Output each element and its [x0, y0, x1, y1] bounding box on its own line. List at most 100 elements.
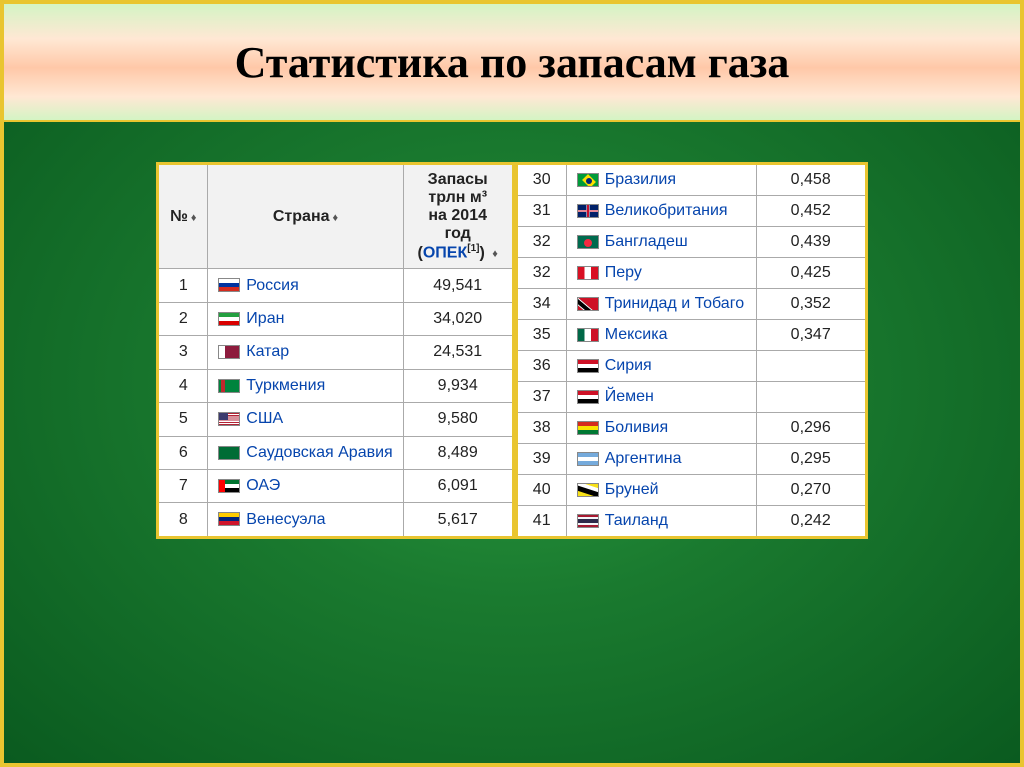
country-link[interactable]: Иран [246, 310, 284, 327]
country-cell: Бангладеш [566, 227, 756, 258]
flag-icon [577, 421, 599, 435]
country-link[interactable]: Тринидад и Тобаго [605, 295, 744, 312]
table-row: 40 Бруней 0,270 [516, 475, 866, 506]
flag-icon [577, 173, 599, 187]
col-reserves[interactable]: Запасы трлн м³ на 2014 год (ОПЕК[1]) ♦ [403, 164, 513, 269]
flag-icon [577, 483, 599, 497]
country-link[interactable]: Саудовская Аравия [246, 444, 392, 461]
country-link[interactable]: Перу [605, 264, 642, 281]
country-cell: Сирия [566, 351, 756, 382]
opek-link[interactable]: ОПЕК [423, 244, 467, 261]
country-cell: Йемен [566, 382, 756, 413]
table-row: 36 Сирия [516, 351, 866, 382]
country-cell: Туркмения [208, 369, 403, 402]
rank-cell: 2 [158, 302, 208, 335]
table-row: 31 Великобритания 0,452 [516, 196, 866, 227]
country-link[interactable]: Таиланд [605, 512, 668, 529]
sort-icon: ♦ [191, 212, 197, 224]
table-row: 4Туркмения9,934 [158, 369, 513, 402]
country-link[interactable]: США [246, 410, 283, 427]
col-country[interactable]: Страна♦ [208, 164, 403, 269]
value-cell: 49,541 [403, 269, 513, 302]
value-cell: 6,091 [403, 469, 513, 502]
rank-cell: 38 [516, 413, 566, 444]
rank-cell: 35 [516, 320, 566, 351]
flag-icon [218, 412, 240, 426]
country-link[interactable]: Россия [246, 277, 298, 294]
table-row: 8 Венесуэла 5,617 [158, 503, 513, 538]
flag-icon [218, 512, 240, 526]
flag-icon [218, 446, 240, 460]
flag-icon [218, 278, 240, 292]
rank-cell: 30 [516, 164, 566, 196]
table-row: 3 Катар 24,531 [158, 336, 513, 369]
country-link[interactable]: Катар [246, 343, 289, 360]
country-link[interactable]: Боливия [605, 419, 668, 436]
rank-cell: 40 [516, 475, 566, 506]
country-link[interactable]: Великобритания [605, 202, 728, 219]
flag-icon [218, 312, 240, 326]
value-cell [756, 382, 866, 413]
country-cell: Перу [566, 258, 756, 289]
table-row: 38 Боливия 0,296 [516, 413, 866, 444]
country-cell: Бруней [566, 475, 756, 506]
rank-cell: 36 [516, 351, 566, 382]
rank-cell: 7 [158, 469, 208, 502]
value-cell: 0,347 [756, 320, 866, 351]
value-cell: 8,489 [403, 436, 513, 469]
value-cell: 0,352 [756, 289, 866, 320]
country-link[interactable]: Венесуэла [246, 511, 325, 528]
rank-cell: 41 [516, 506, 566, 538]
value-cell: 0,452 [756, 196, 866, 227]
rank-cell: 32 [516, 227, 566, 258]
country-cell: Таиланд [566, 506, 756, 538]
country-link[interactable]: ОАЭ [246, 477, 280, 494]
flag-icon [577, 297, 599, 311]
value-cell: 0,296 [756, 413, 866, 444]
country-link[interactable]: Сирия [605, 357, 652, 374]
value-cell: 0,270 [756, 475, 866, 506]
flag-icon [577, 452, 599, 466]
table-row: 2 Иран 34,020 [158, 302, 513, 335]
country-link[interactable]: Аргентина [605, 450, 682, 467]
table-row: 6 Саудовская Аравия 8,489 [158, 436, 513, 469]
col-num[interactable]: №♦ [158, 164, 208, 269]
rank-cell: 34 [516, 289, 566, 320]
table-row: 35 Мексика 0,347 [516, 320, 866, 351]
value-cell: 34,020 [403, 302, 513, 335]
value-cell: 5,617 [403, 503, 513, 538]
flag-icon [577, 359, 599, 373]
flag-icon [218, 479, 240, 493]
country-link[interactable]: Бразилия [605, 171, 676, 188]
country-cell: Аргентина [566, 444, 756, 475]
sort-icon: ♦ [492, 248, 498, 260]
tables-container: №♦ Страна♦ Запасы трлн м³ на 2014 год (О… [4, 162, 1020, 539]
rank-cell: 6 [158, 436, 208, 469]
country-cell: Катар [208, 336, 403, 369]
country-cell: Иран [208, 302, 403, 335]
value-cell: 0,439 [756, 227, 866, 258]
table-row: 34 Тринидад и Тобаго 0,352 [516, 289, 866, 320]
flag-icon [218, 345, 240, 359]
table-row: 32Перу0,425 [516, 258, 866, 289]
value-cell: 0,242 [756, 506, 866, 538]
table-row: 1Россия49,541 [158, 269, 513, 302]
country-link[interactable]: Бруней [605, 481, 659, 498]
value-cell: 24,531 [403, 336, 513, 369]
reserves-table-right: 30 Бразилия 0,458 31 Великобритания 0,452 32 Ба… [515, 162, 868, 539]
country-cell: Мексика [566, 320, 756, 351]
country-link[interactable]: Мексика [605, 326, 668, 343]
rank-cell: 31 [516, 196, 566, 227]
rank-cell: 3 [158, 336, 208, 369]
value-cell: 0,295 [756, 444, 866, 475]
country-link[interactable]: Бангладеш [605, 233, 688, 250]
country-link[interactable]: Туркмения [246, 377, 325, 394]
rank-cell: 37 [516, 382, 566, 413]
page-title: Статистика по запасам газа [235, 37, 790, 88]
rank-cell: 4 [158, 369, 208, 402]
value-cell: 0,458 [756, 164, 866, 196]
country-link[interactable]: Йемен [605, 388, 654, 405]
flag-icon [577, 266, 599, 280]
flag-icon [577, 514, 599, 528]
rank-cell: 8 [158, 503, 208, 538]
